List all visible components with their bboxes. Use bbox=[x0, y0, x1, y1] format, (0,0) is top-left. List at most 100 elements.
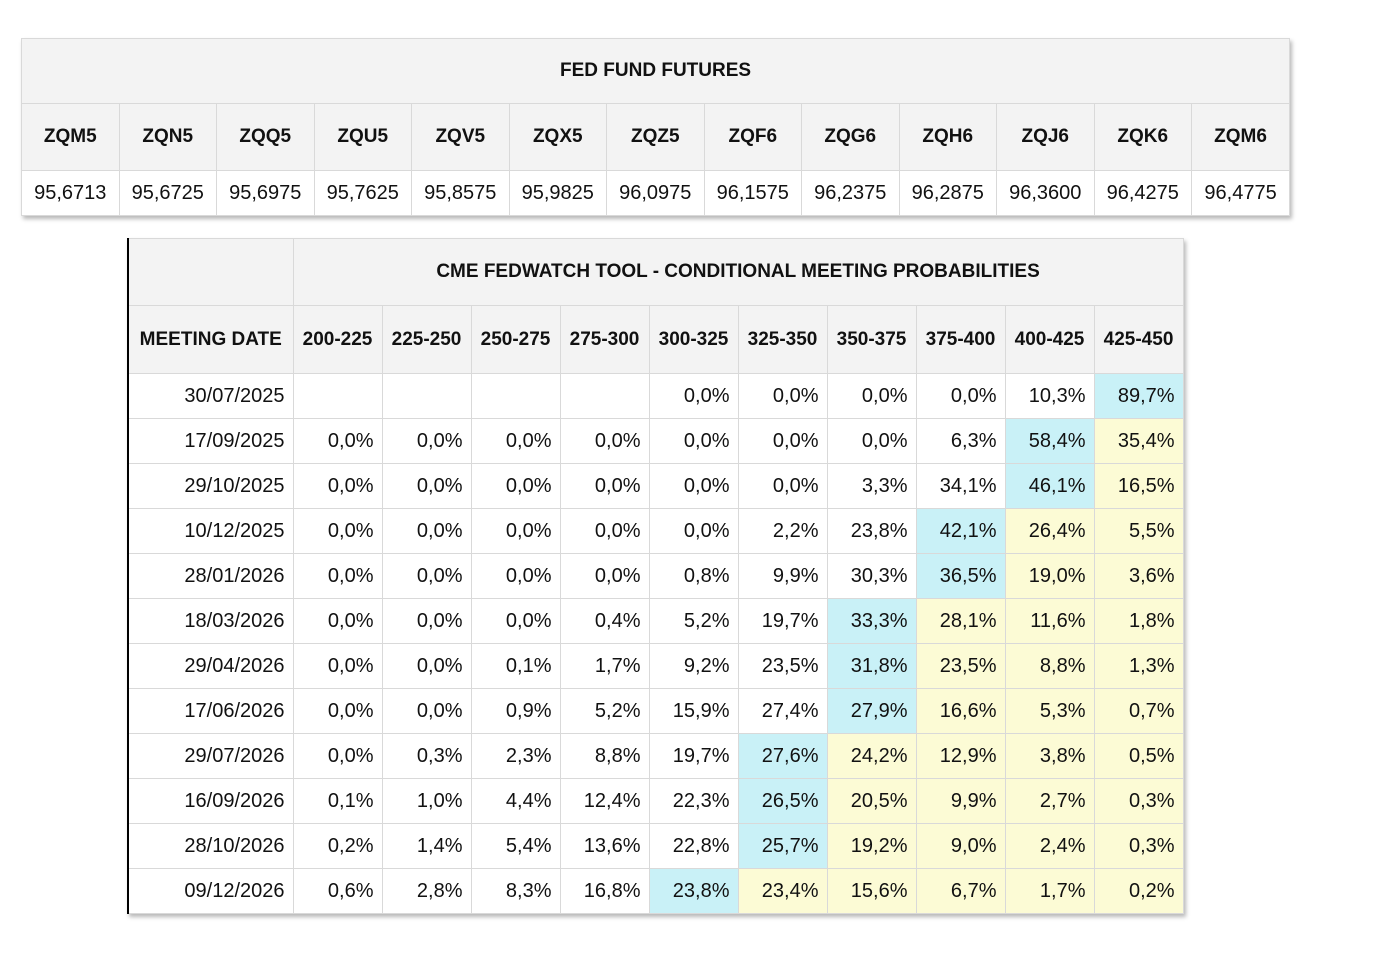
probability-cell: 23,5% bbox=[915, 643, 1006, 689]
contract-price: 96,2375 bbox=[801, 170, 900, 216]
probability-cell: 0,0% bbox=[737, 373, 828, 419]
probability-cell: 5,4% bbox=[470, 823, 561, 869]
contract-code: ZQJ6 bbox=[996, 103, 1095, 171]
probability-cell: 42,1% bbox=[915, 508, 1006, 554]
contract-code: ZQH6 bbox=[898, 103, 997, 171]
probability-cell: 23,8% bbox=[826, 508, 917, 554]
probability-cell: 23,8% bbox=[648, 868, 739, 914]
meeting-date: 16/09/2026 bbox=[128, 778, 294, 824]
probability-cell: 0,0% bbox=[381, 553, 472, 599]
probability-cell: 6,7% bbox=[915, 868, 1006, 914]
probability-cell: 0,0% bbox=[292, 508, 383, 554]
fed-fund-futures-table: FED FUND FUTURES ZQM5 ZQN5 ZQQ5 ZQU5 ZQV5 ZQX… bbox=[20, 38, 1291, 216]
meeting-date: 09/12/2026 bbox=[128, 868, 294, 914]
probability-cell: 27,6% bbox=[737, 733, 828, 779]
meeting-date: 28/10/2026 bbox=[128, 823, 294, 869]
futures-price-row: 95,6713 95,6725 95,6975 95,7625 95,8575 95,98… bbox=[21, 170, 1291, 216]
meeting-row: 10/12/2025 0,0% 0,0% 0,0% 0,0% 0,0% 2,2% 23,8% 4… bbox=[128, 508, 1184, 554]
probability-cell: 16,6% bbox=[915, 688, 1006, 734]
probability-cell: 0,0% bbox=[381, 418, 472, 464]
probability-cell: 36,5% bbox=[915, 553, 1006, 599]
probability-cell: 26,5% bbox=[737, 778, 828, 824]
probability-cell: 0,0% bbox=[381, 688, 472, 734]
probability-cell: 0,0% bbox=[292, 643, 383, 689]
meeting-date: 18/03/2026 bbox=[128, 598, 294, 644]
probability-cell: 31,8% bbox=[826, 643, 917, 689]
fedwatch-header-row: MEETING DATE 200-225 225-250 250-275 275-30… bbox=[128, 305, 1184, 374]
probability-cell: 0,2% bbox=[292, 823, 383, 869]
probability-cell: 46,1% bbox=[1004, 463, 1095, 509]
meeting-row: 30/07/2025 0,0% 0,0% 0,0% 0,0% 10,3% 89,7% bbox=[128, 373, 1184, 419]
probability-cell bbox=[381, 373, 472, 419]
probability-cell: 26,4% bbox=[1004, 508, 1095, 554]
probability-cell: 0,0% bbox=[826, 373, 917, 419]
probability-cell bbox=[559, 373, 650, 419]
probability-cell: 0,0% bbox=[559, 418, 650, 464]
probability-cell: 22,3% bbox=[648, 778, 739, 824]
probability-cell: 0,0% bbox=[292, 598, 383, 644]
probability-cell: 2,8% bbox=[381, 868, 472, 914]
meeting-row: 28/01/2026 0,0% 0,0% 0,0% 0,0% 0,8% 9,9% 30,3% 3… bbox=[128, 553, 1184, 599]
meeting-row: 29/07/2026 0,0% 0,3% 2,3% 8,8% 19,7% 27,6% 24,2… bbox=[128, 733, 1184, 779]
contract-code: ZQM5 bbox=[21, 103, 120, 171]
probability-cell: 8,3% bbox=[470, 868, 561, 914]
probability-cell: 1,4% bbox=[381, 823, 472, 869]
rate-range-header: 325-350 bbox=[737, 305, 828, 374]
probability-cell: 0,0% bbox=[381, 598, 472, 644]
probability-cell: 0,3% bbox=[1093, 823, 1184, 869]
probability-cell: 11,6% bbox=[1004, 598, 1095, 644]
contract-code: ZQU5 bbox=[313, 103, 412, 171]
probability-cell: 0,0% bbox=[292, 553, 383, 599]
contract-code: ZQN5 bbox=[118, 103, 217, 171]
fedwatch-title: CME FEDWATCH TOOL - CONDITIONAL MEETING … bbox=[292, 238, 1184, 306]
probability-cell: 19,7% bbox=[648, 733, 739, 779]
probability-cell: 0,3% bbox=[381, 733, 472, 779]
contract-code: ZQV5 bbox=[411, 103, 510, 171]
probability-cell: 34,1% bbox=[915, 463, 1006, 509]
probability-cell: 13,6% bbox=[559, 823, 650, 869]
probability-cell: 15,6% bbox=[826, 868, 917, 914]
meeting-date: 30/07/2025 bbox=[128, 373, 294, 419]
probability-cell: 0,4% bbox=[559, 598, 650, 644]
probability-cell: 19,7% bbox=[737, 598, 828, 644]
meeting-date: 29/07/2026 bbox=[128, 733, 294, 779]
probability-cell: 0,0% bbox=[292, 463, 383, 509]
meeting-row: 17/09/2025 0,0% 0,0% 0,0% 0,0% 0,0% 0,0% 0,0% 6,… bbox=[128, 418, 1184, 464]
probability-cell: 0,0% bbox=[470, 553, 561, 599]
probability-cell: 15,9% bbox=[648, 688, 739, 734]
probability-cell: 0,0% bbox=[559, 508, 650, 554]
meeting-date: 29/10/2025 bbox=[128, 463, 294, 509]
probability-cell: 23,5% bbox=[737, 643, 828, 689]
probability-cell: 27,4% bbox=[737, 688, 828, 734]
probability-cell: 0,0% bbox=[737, 418, 828, 464]
probability-cell: 10,3% bbox=[1004, 373, 1095, 419]
meeting-date: 17/06/2026 bbox=[128, 688, 294, 734]
probability-cell: 3,3% bbox=[826, 463, 917, 509]
rate-range-header: 300-325 bbox=[648, 305, 739, 374]
probability-cell: 3,6% bbox=[1093, 553, 1184, 599]
contract-price: 96,4775 bbox=[1190, 170, 1291, 216]
contract-price: 95,6713 bbox=[21, 170, 120, 216]
probability-cell: 0,0% bbox=[470, 463, 561, 509]
contract-price: 96,1575 bbox=[703, 170, 802, 216]
probability-cell: 20,5% bbox=[826, 778, 917, 824]
meeting-date: 10/12/2025 bbox=[128, 508, 294, 554]
probability-cell: 22,8% bbox=[648, 823, 739, 869]
probability-cell: 16,5% bbox=[1093, 463, 1184, 509]
probability-cell: 0,0% bbox=[737, 463, 828, 509]
probability-cell: 0,0% bbox=[915, 373, 1006, 419]
probability-cell: 0,0% bbox=[559, 463, 650, 509]
probability-cell: 2,3% bbox=[470, 733, 561, 779]
probability-cell: 25,7% bbox=[737, 823, 828, 869]
probability-cell: 0,6% bbox=[292, 868, 383, 914]
probability-cell: 19,0% bbox=[1004, 553, 1095, 599]
probability-cell: 19,2% bbox=[826, 823, 917, 869]
probability-cell: 3,8% bbox=[1004, 733, 1095, 779]
probability-cell: 1,7% bbox=[1004, 868, 1095, 914]
probability-cell: 5,5% bbox=[1093, 508, 1184, 554]
probability-cell: 35,4% bbox=[1093, 418, 1184, 464]
probability-cell: 0,0% bbox=[559, 553, 650, 599]
probability-cell: 0,7% bbox=[1093, 688, 1184, 734]
contract-code: ZQM6 bbox=[1190, 103, 1291, 171]
probability-cell: 0,9% bbox=[470, 688, 561, 734]
